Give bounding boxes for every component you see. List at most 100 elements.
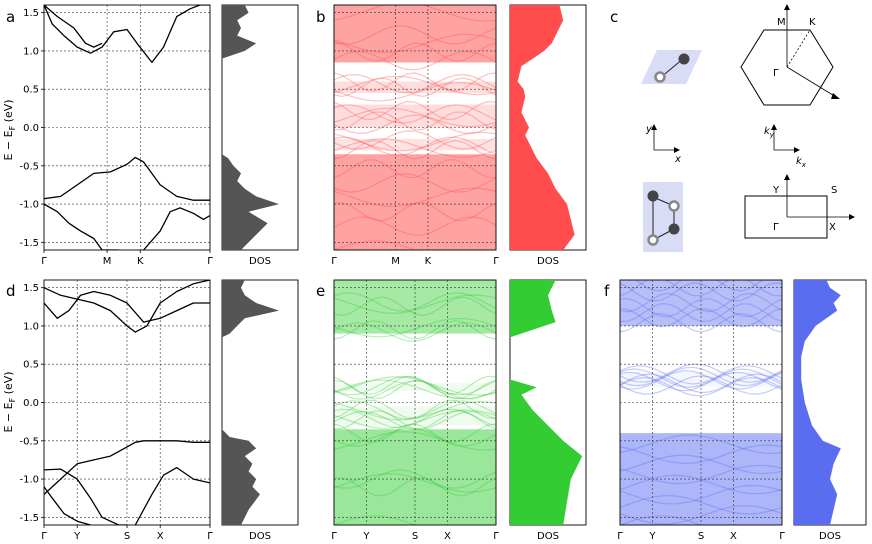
panel-d-xtick-label: X xyxy=(157,531,164,542)
panel-b-band-region-0 xyxy=(334,154,496,250)
panel-d-ytick-label: -1.5 xyxy=(19,513,39,524)
panel-b-streak xyxy=(334,5,496,22)
atom-dark xyxy=(678,53,690,65)
panel-a-band-1 xyxy=(44,5,210,64)
rect-lattice-cell xyxy=(643,182,683,252)
atom-light xyxy=(654,71,666,83)
panel-label-f: f xyxy=(604,282,610,300)
panel-f-streak xyxy=(620,282,782,302)
panel-f-streak xyxy=(620,375,782,395)
hex-Gamma-label: Γ xyxy=(773,68,779,79)
hex-lattice-cell xyxy=(641,50,702,84)
panel-a-band-0 xyxy=(44,5,103,48)
panel-b-streak xyxy=(334,138,496,158)
panel-b-streak xyxy=(334,25,496,45)
panel-label-b: b xyxy=(316,8,326,26)
panel-e-dos-area xyxy=(510,280,583,525)
panel-b-streak xyxy=(334,72,496,92)
ylabel-bottom: E − EF (eV) xyxy=(2,371,17,432)
panel-d-band-1 xyxy=(44,290,210,323)
panel-f-dos-xlabel: DOS xyxy=(819,531,841,542)
panel-b-streak xyxy=(334,50,496,71)
panel-e-band-region-2 xyxy=(334,383,496,392)
panel-e-streak xyxy=(334,515,496,525)
real-space-axes: y x xyxy=(645,124,681,165)
panel-e-xtick-label: S xyxy=(412,531,418,542)
panel-f-streak xyxy=(620,365,782,385)
panel-label-d: d xyxy=(6,282,16,300)
panel-b-streak xyxy=(334,159,496,179)
panel-d-ytick-label: -1.0 xyxy=(19,475,39,486)
k-space-axes: ky kx xyxy=(764,124,807,169)
panel-b-streak xyxy=(334,33,496,54)
panel-e-xtick-label: Y xyxy=(362,531,370,542)
panel-b-streak xyxy=(334,136,496,157)
panel-a-bands xyxy=(44,5,210,250)
panel-f-streak xyxy=(620,515,782,525)
panel-f-xtick-label: Y xyxy=(648,531,656,542)
panel-b-streak xyxy=(334,107,496,128)
panel-d-band-2 xyxy=(44,440,210,495)
panel-f-streak xyxy=(620,312,782,333)
panel-d-xtick-label: S xyxy=(124,531,130,542)
rect-S-label: S xyxy=(831,185,837,196)
panel-a-ytick-label: -1.0 xyxy=(19,200,39,211)
panel-d-band-4 xyxy=(134,466,210,525)
panel-d-band-0 xyxy=(44,280,210,333)
panel-a-xtick-label: Γ xyxy=(41,256,47,267)
panel-b-streak xyxy=(334,77,496,98)
panel-a-ytick-label: 0.0 xyxy=(23,123,39,134)
panel-a-ytick-label: 0.5 xyxy=(23,85,39,96)
panel-label-e: e xyxy=(316,282,325,300)
panel-f-dos-area xyxy=(794,280,841,525)
panel-e-band-region-1 xyxy=(334,406,496,426)
panel-f-xtick-label: Γ xyxy=(779,531,785,542)
atom-light xyxy=(668,200,680,212)
panel-b-band-region-4 xyxy=(334,5,496,63)
panel-e-streak xyxy=(334,400,496,421)
panel-a-band-2 xyxy=(44,156,210,201)
panel-e-dos-xlabel: DOS xyxy=(537,531,559,542)
panel-d-xtick-label: Γ xyxy=(207,531,213,542)
panel-a-xtick-label: M xyxy=(103,256,112,267)
panel-e-xtick-label: X xyxy=(444,531,451,542)
panel-b-streak xyxy=(334,111,496,131)
axis-ky-label: ky xyxy=(764,126,775,139)
atom-dark xyxy=(668,223,680,235)
panel-f-xtick-label: S xyxy=(698,531,704,542)
panel-f-streak xyxy=(620,434,782,454)
panel-b-streak xyxy=(334,139,496,160)
panel-a-ytick-label: -0.5 xyxy=(19,161,39,172)
panel-f-streak xyxy=(634,280,764,292)
panel-d-xtick-label: Γ xyxy=(41,531,47,542)
panel-f-xtick-label: Γ xyxy=(617,531,623,542)
panel-d-ytick-label: -0.5 xyxy=(19,436,39,447)
panel-b-streak xyxy=(334,75,496,96)
panel-d-xtick-label: Y xyxy=(73,531,81,542)
hex-M-label: M xyxy=(777,17,786,28)
panel-b-streak xyxy=(334,216,496,236)
panel-b-band-region-3 xyxy=(334,81,496,94)
panel-f-streak xyxy=(620,371,782,392)
panel-b-streak xyxy=(334,114,496,135)
panel-a-xtick-label: K xyxy=(137,256,144,267)
panel-d-band-5 xyxy=(44,486,91,525)
panel-b-band-region-1 xyxy=(334,138,496,151)
panel-b-xtick-label: Γ xyxy=(493,256,499,267)
panel-a-band-3 xyxy=(44,203,119,250)
panel-b-streak xyxy=(334,240,496,250)
panel-d-ytick-label: 1.5 xyxy=(23,283,39,294)
panel-d-ytick-label: 0.0 xyxy=(23,398,39,409)
panel-e-streak xyxy=(334,400,496,420)
panel-e-streak xyxy=(334,376,496,396)
panel-d-ytick-label: 0.5 xyxy=(23,360,39,371)
panel-e-streak xyxy=(334,477,496,497)
panel-b-streak xyxy=(334,42,496,62)
panel-d-dos-xlabel: DOS xyxy=(249,531,271,542)
panel-b-xtick-label: K xyxy=(425,256,432,267)
rect-X-label: X xyxy=(829,222,836,233)
panel-b-streak xyxy=(334,82,496,102)
panel-e-streak xyxy=(334,379,496,400)
panel-e-xtick-label: Γ xyxy=(493,531,499,542)
